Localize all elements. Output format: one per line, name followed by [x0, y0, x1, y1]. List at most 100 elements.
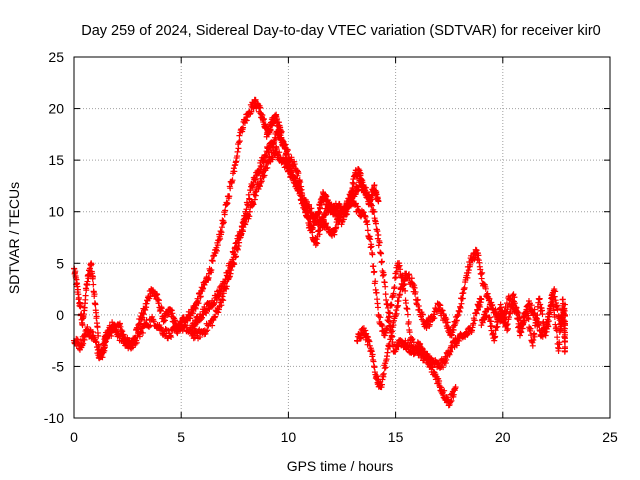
y-tick-label: -5	[52, 358, 65, 374]
data-point	[229, 177, 236, 184]
data-point	[371, 208, 378, 215]
data-point	[529, 342, 536, 349]
data-point	[443, 356, 450, 363]
x-tick-label: 15	[388, 429, 404, 445]
y-tick-label: 25	[48, 49, 64, 65]
data-point	[443, 316, 450, 323]
data-point	[75, 294, 82, 301]
data-point	[317, 205, 324, 212]
data-point	[213, 247, 220, 254]
data-point	[377, 314, 384, 321]
data-point	[461, 284, 468, 291]
data-point	[240, 124, 247, 131]
data-point	[417, 340, 424, 347]
data-point	[305, 213, 312, 220]
data-point	[182, 321, 189, 328]
data-point	[456, 308, 463, 315]
data-point	[374, 228, 381, 235]
data-point	[372, 220, 379, 227]
data-point	[481, 316, 488, 323]
data-point	[372, 278, 379, 285]
x-tick-label: 5	[177, 429, 185, 445]
data-point	[409, 336, 416, 343]
data-point	[543, 328, 550, 335]
x-tick-label: 25	[602, 429, 618, 445]
data-point	[439, 307, 446, 314]
y-tick-label: 10	[48, 204, 64, 220]
data-point	[559, 306, 566, 313]
data-point	[537, 301, 544, 308]
data-point	[93, 309, 100, 316]
data-point	[510, 291, 517, 298]
data-point	[117, 323, 124, 330]
data-point	[182, 322, 189, 329]
data-point	[225, 268, 232, 275]
data-point	[437, 302, 444, 309]
data-point	[410, 339, 417, 346]
data-point	[236, 132, 243, 139]
data-point	[172, 317, 179, 324]
data-point	[368, 243, 375, 250]
data-point	[231, 251, 238, 258]
data-point	[243, 206, 250, 213]
data-point	[530, 336, 537, 343]
data-point	[444, 319, 451, 326]
data-point	[525, 316, 532, 323]
data-point	[80, 311, 87, 318]
y-tick-label: 0	[56, 307, 64, 323]
data-point	[521, 317, 528, 324]
data-point	[384, 324, 391, 331]
data-point	[429, 364, 436, 371]
data-point	[222, 207, 229, 214]
data-point	[220, 297, 227, 304]
data-point	[391, 284, 398, 291]
data-point	[551, 313, 558, 320]
data-point	[252, 177, 259, 184]
data-point	[362, 327, 369, 334]
data-point	[92, 301, 99, 308]
data-point	[281, 156, 288, 163]
data-point	[505, 325, 512, 332]
data-point	[79, 322, 86, 329]
data-point	[554, 334, 561, 341]
data-point	[382, 283, 389, 290]
data-point	[171, 327, 178, 334]
data-point	[337, 214, 344, 221]
data-point	[395, 343, 402, 350]
data-point	[158, 305, 165, 312]
data-point	[561, 311, 568, 318]
data-point	[203, 310, 210, 317]
y-tick-label: 5	[56, 255, 64, 271]
data-point	[112, 323, 119, 330]
data-point	[257, 163, 264, 170]
data-point	[220, 285, 227, 292]
chart-title: Day 259 of 2024, Sidereal Day-to-day VTE…	[81, 23, 601, 39]
data-point	[231, 168, 238, 175]
data-point	[448, 397, 455, 404]
data-point	[370, 263, 377, 270]
data-point	[323, 193, 330, 200]
data-point	[84, 278, 91, 285]
data-point	[546, 311, 553, 318]
data-point	[388, 302, 395, 309]
data-point	[369, 351, 376, 358]
data-point	[539, 311, 546, 318]
data-point	[353, 183, 360, 190]
data-point	[297, 179, 304, 186]
data-point	[249, 184, 256, 191]
data-point	[367, 236, 374, 243]
data-point	[378, 321, 385, 328]
data-point	[136, 333, 143, 340]
data-point	[99, 346, 106, 353]
data-point	[215, 306, 222, 313]
data-point	[282, 141, 289, 148]
data-point	[213, 296, 220, 303]
data-point	[390, 290, 397, 297]
data-point	[513, 308, 520, 315]
data-point	[482, 285, 489, 292]
data-point	[122, 339, 129, 346]
data-point	[293, 167, 300, 174]
data-point	[218, 224, 225, 231]
axis-ticks: 0 5 10 15 20 25 -10 -5 0 5 10 15 20 25	[44, 49, 618, 445]
